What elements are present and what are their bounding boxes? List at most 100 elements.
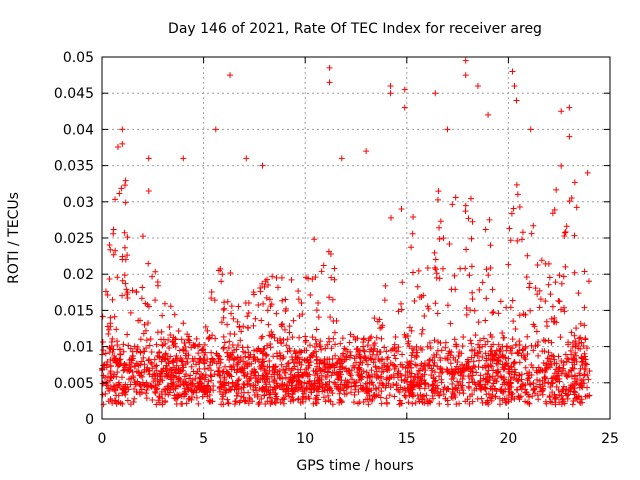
data-point (171, 311, 178, 318)
data-point (114, 338, 121, 345)
data-point (516, 359, 523, 366)
data-point (331, 369, 338, 376)
data-point (347, 331, 354, 338)
data-point (202, 323, 209, 330)
data-point (140, 354, 147, 361)
data-point (437, 365, 444, 372)
data-point (410, 382, 417, 389)
data-point (427, 345, 434, 352)
x-tick-labels: 0 5 10 15 20 25 (98, 431, 619, 447)
data-point-peak (212, 126, 219, 133)
data-point (336, 396, 343, 403)
data-point (231, 331, 238, 338)
data-point (432, 256, 439, 263)
data-point (279, 297, 286, 304)
data-point (434, 196, 441, 203)
data-point (547, 358, 554, 365)
data-point (332, 341, 339, 348)
data-point (540, 337, 547, 344)
data-point-peak (326, 79, 333, 86)
data-point (463, 311, 470, 318)
data-point (520, 352, 527, 359)
data-point (399, 279, 406, 286)
data-point (329, 401, 336, 408)
data-point (479, 343, 486, 350)
data-point (405, 399, 412, 406)
data-point (167, 331, 174, 338)
data-point (450, 354, 457, 361)
y-tick-label: 0.045 (54, 86, 94, 102)
data-point (382, 282, 389, 289)
data-point (398, 400, 405, 407)
data-point (414, 392, 421, 399)
data-point (475, 341, 482, 348)
data-point (227, 270, 234, 277)
data-point (155, 397, 162, 404)
y-tick-label: 0 (85, 412, 94, 428)
data-point (233, 346, 240, 353)
data-point (375, 355, 382, 362)
data-point (577, 320, 584, 327)
data-point (487, 242, 494, 249)
data-point (510, 318, 517, 325)
data-point (495, 341, 502, 348)
data-point (154, 282, 161, 289)
data-point (370, 348, 377, 355)
data-point (351, 364, 358, 371)
data-point (349, 376, 356, 383)
y-tick-label: 0.05 (63, 50, 94, 66)
data-point (287, 398, 294, 405)
x-tick-label: 0 (98, 431, 107, 447)
data-point (139, 233, 146, 240)
data-point (411, 297, 418, 304)
data-point (195, 350, 202, 357)
data-point (522, 343, 529, 350)
data-point (298, 299, 305, 306)
y-tick-label: 0.025 (54, 231, 94, 247)
data-point (482, 350, 489, 357)
data-point (368, 367, 375, 374)
data-point (562, 390, 569, 397)
data-point (254, 378, 261, 385)
data-point (282, 374, 289, 381)
data-point (140, 330, 147, 337)
data-point (412, 373, 419, 380)
data-point (127, 309, 134, 316)
data-point (427, 399, 434, 406)
data-point (154, 385, 161, 392)
data-point (235, 342, 242, 349)
data-point (551, 370, 558, 377)
data-point-peak (474, 82, 481, 89)
data-point (401, 376, 408, 383)
data-point (466, 379, 473, 386)
data-point (233, 369, 240, 376)
data-point (483, 355, 490, 362)
data-point (444, 385, 451, 392)
data-point (116, 346, 123, 353)
data-point (375, 365, 382, 372)
data-point (386, 374, 393, 381)
data-point (166, 345, 173, 352)
data-point (575, 392, 582, 399)
data-point (110, 346, 117, 353)
data-point (505, 378, 512, 385)
data-point (354, 369, 361, 376)
data-point (534, 342, 541, 349)
data-point (398, 206, 405, 213)
data-point (561, 232, 568, 239)
data-point (277, 355, 284, 362)
data-point (395, 374, 402, 381)
data-point (399, 351, 406, 358)
data-point (410, 393, 417, 400)
data-point (390, 372, 397, 379)
data-point (397, 370, 404, 377)
data-point (161, 373, 168, 380)
data-point (259, 356, 266, 363)
data-point (407, 360, 414, 367)
data-point (483, 295, 490, 302)
data-point (347, 352, 354, 359)
data-point (162, 399, 169, 406)
data-point (448, 286, 455, 293)
data-point (147, 335, 154, 342)
data-point (182, 352, 189, 359)
